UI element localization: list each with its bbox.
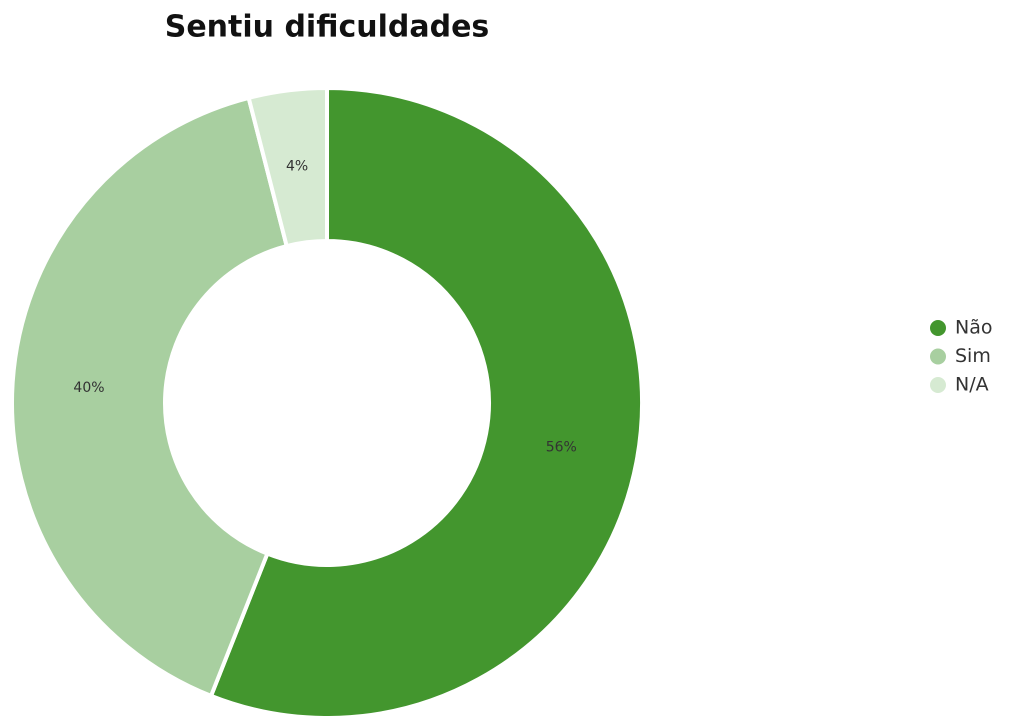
donut-slice (209, 86, 644, 716)
chart-title: Sentiu dificuldades (165, 10, 490, 45)
data-label: 40% (73, 380, 104, 396)
donut-slice (246, 86, 329, 249)
legend-swatch (930, 348, 946, 365)
data-label: 4% (286, 158, 308, 174)
legend-swatch (930, 377, 946, 393)
donut-slice (10, 95, 289, 698)
legend-swatch (930, 320, 946, 336)
data-label: 56% (546, 440, 577, 456)
legend-label: N/A (955, 374, 989, 396)
legend-label: Não (955, 317, 992, 339)
legend-label: Sim (955, 345, 991, 367)
